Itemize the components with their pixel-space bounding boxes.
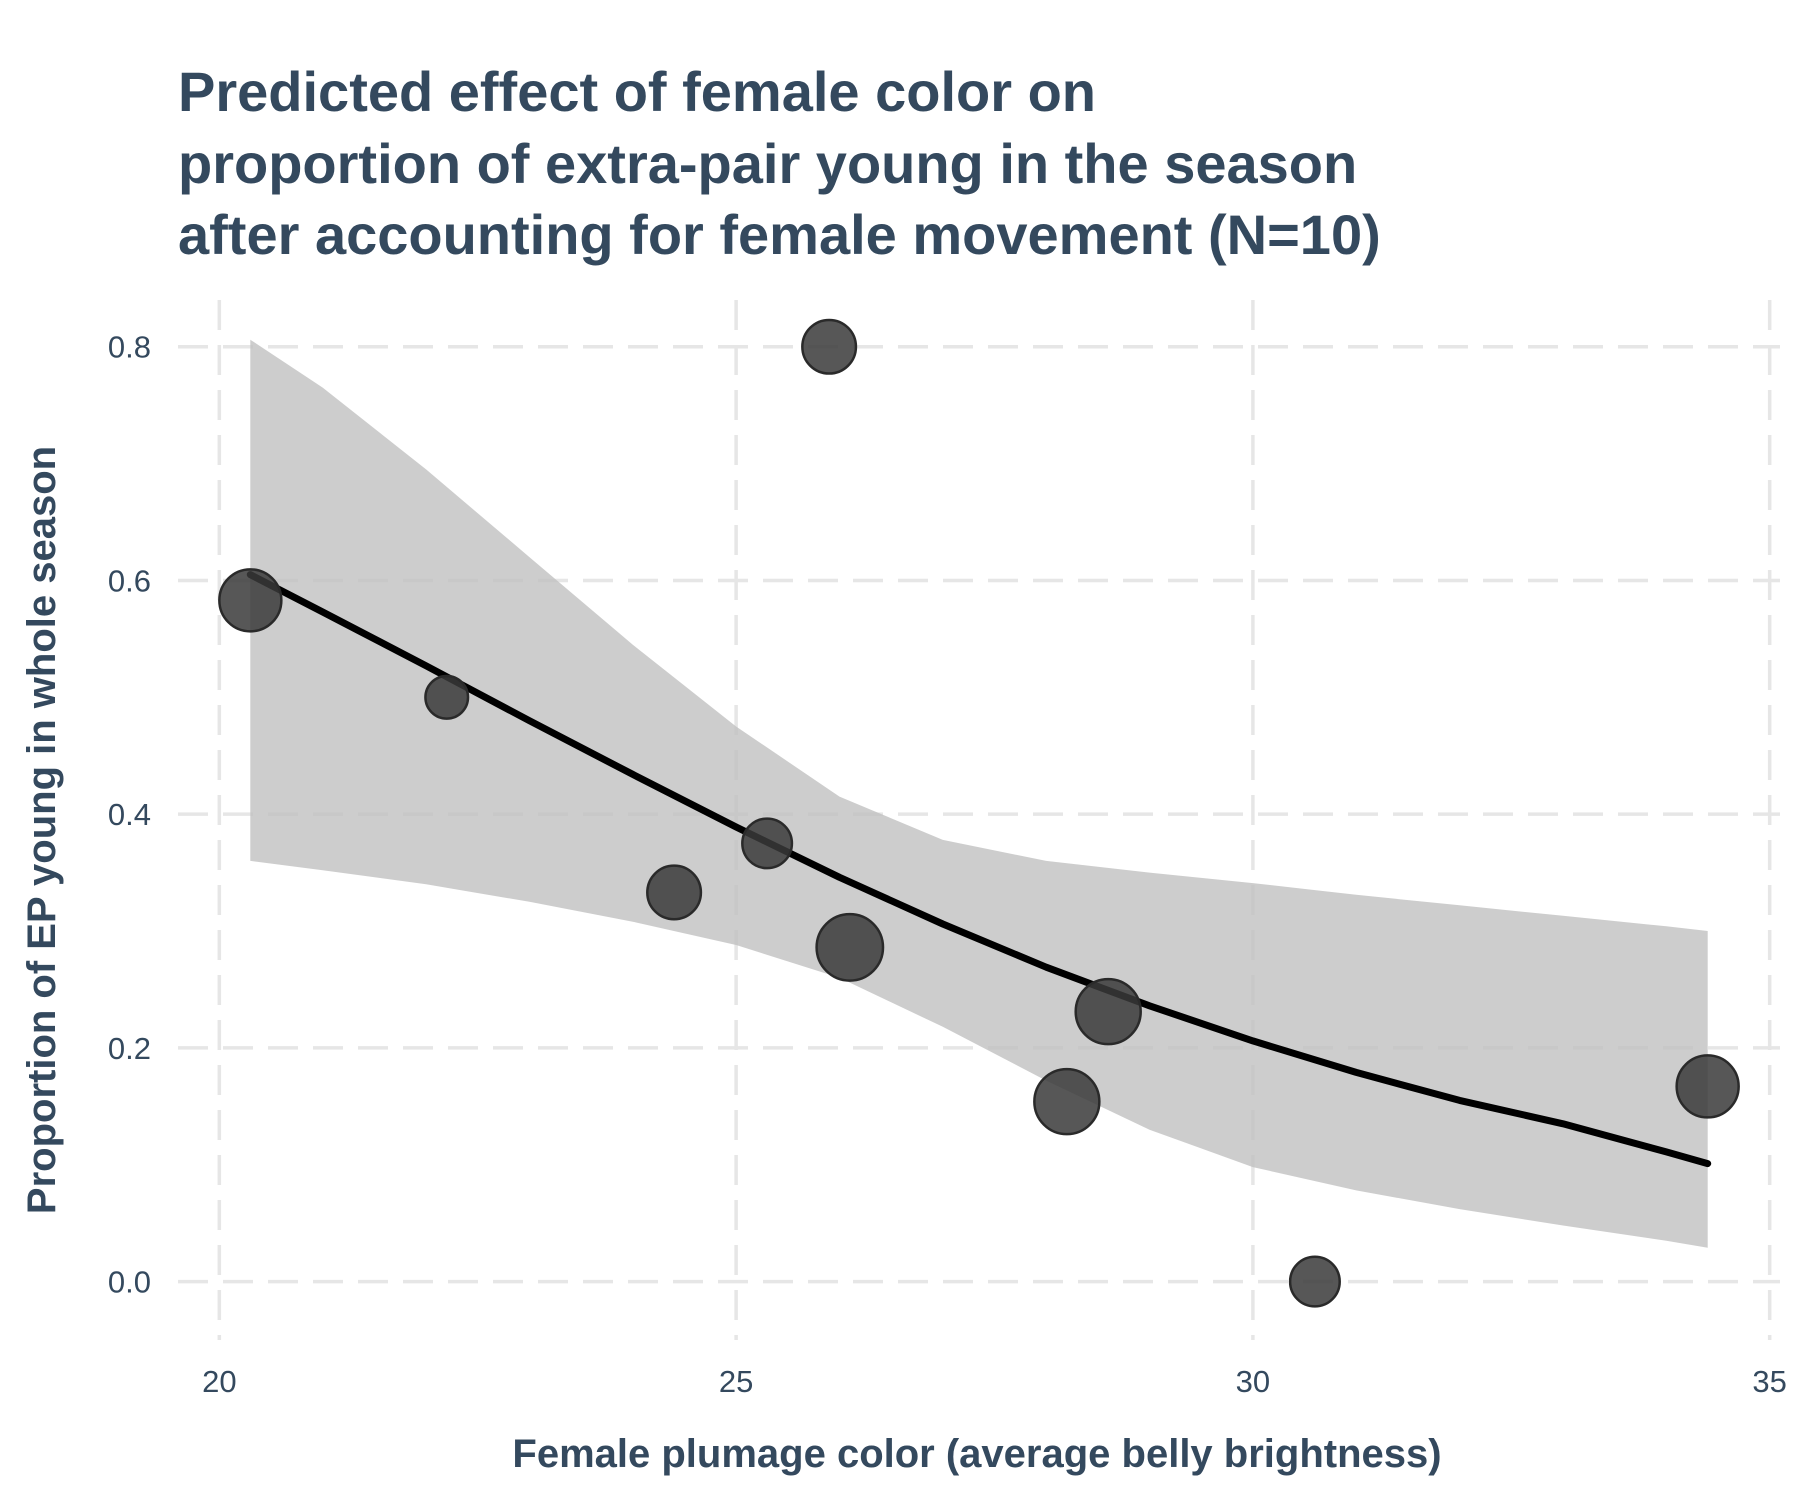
data-point-0: [218, 568, 283, 633]
x-tick-label-0: 20: [202, 1364, 236, 1399]
fit-line-layer: [246, 571, 1712, 1168]
y-tick-label-1: 0.2: [108, 1031, 151, 1066]
confidence-band: [250, 339, 1708, 1248]
points-layer: [218, 318, 1740, 1308]
fit-line: [246, 571, 1712, 1168]
data-point-1: [424, 674, 470, 720]
data-point-2: [646, 864, 703, 921]
data-point-5: [815, 912, 885, 982]
chart-title-line-1: Predicted effect of female color on: [178, 60, 1096, 123]
data-point-3: [741, 817, 794, 870]
x-tick-label-1: 25: [719, 1364, 753, 1399]
y-tick-label-4: 0.8: [108, 330, 151, 365]
data-point-6: [1033, 1067, 1101, 1136]
data-point-4: [801, 318, 858, 375]
y-tick-label-3: 0.6: [108, 563, 151, 598]
tick-labels: 20 25 30 35 0.0 0.2 0.4 0.6 0.8: [108, 330, 1787, 1399]
chart-title-line-2: proportion of extra-pair young in the se…: [178, 132, 1357, 195]
y-axis-title: Proportion of EP young in whole season: [20, 446, 64, 1214]
data-point-9: [1675, 1054, 1740, 1119]
data-point-8: [1288, 1255, 1341, 1308]
x-tick-label-3: 35: [1752, 1364, 1786, 1399]
confidence-band-layer: [250, 339, 1708, 1248]
data-point-7: [1074, 977, 1142, 1046]
x-tick-label-2: 30: [1236, 1364, 1270, 1399]
x-axis-title: Female plumage color (average belly brig…: [512, 1432, 1441, 1476]
y-tick-label-2: 0.4: [108, 797, 151, 832]
y-tick-label-0: 0.0: [108, 1265, 151, 1300]
chart-title-line-3: after accounting for female movement (N=…: [178, 203, 1381, 266]
